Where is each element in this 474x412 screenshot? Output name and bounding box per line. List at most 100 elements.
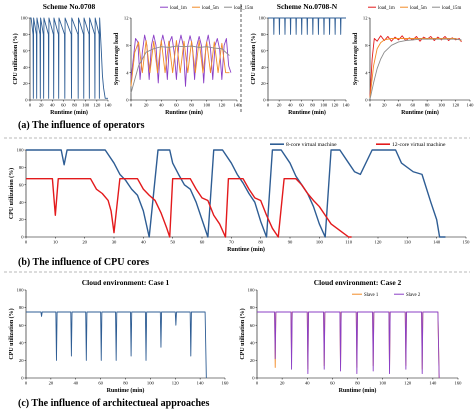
y-tick-label: 40 (250, 340, 255, 345)
y-tick-label: 12 (363, 16, 368, 21)
y-tick-label: 100 (259, 16, 267, 21)
legend-label: load_5m (202, 6, 219, 11)
y-tick-label: 100 (248, 288, 256, 293)
chart-title: Scheme No.0708 (43, 2, 96, 11)
y-tick-label: 4 (365, 70, 368, 75)
legend-label: load_5m (410, 6, 427, 11)
series-line-slave-2 (257, 311, 440, 379)
y-tick-label: 100 (17, 288, 25, 293)
x-tick-label: 0 (25, 240, 28, 245)
y-tick-label: 0 (263, 98, 266, 103)
y-tick-label: 60 (250, 323, 255, 328)
y-tick-label: 40 (23, 65, 28, 70)
chart-c2-case-2: 0 20 40 60 80 100 120 140 160020406080100Runtime… (239, 278, 462, 394)
y-axis-label: CPU utilization (%) (239, 308, 246, 359)
x-tick-label: 20 (39, 103, 44, 108)
x-tick-label: 120 (218, 103, 226, 108)
y-tick-label: 60 (261, 48, 266, 53)
x-tick-label: 160 (455, 381, 463, 386)
y-tick-label: 100 (21, 16, 29, 21)
y-tick-label: 60 (19, 182, 24, 187)
y-tick-label: 0 (365, 98, 368, 103)
x-tick-label: 20 (49, 381, 54, 386)
x-tick-label: 40 (50, 103, 55, 108)
y-tick-label: 60 (23, 48, 28, 53)
y-tick-label: 8 (126, 43, 129, 48)
x-tick-label: 120 (452, 103, 460, 108)
x-tick-label: 40 (73, 381, 78, 386)
x-tick-label: 100 (379, 381, 387, 386)
y-axis-label: System average load (114, 32, 120, 85)
x-tick-label: 140 (433, 240, 441, 245)
chart-c1-case-1: 0 20 40 60 80 100 120 140 160020406080100Runtime… (8, 278, 229, 394)
y-tick-label: 80 (19, 305, 24, 310)
x-tick-label: 80 (355, 381, 360, 386)
x-tick-label: 80 (425, 103, 430, 108)
y-tick-label: 80 (261, 32, 266, 37)
legend-label: 8-core virtual machine (286, 142, 337, 148)
panel-c: 0 20 40 60 80 100 120 140 160020406080100Runtime… (8, 278, 462, 409)
x-tick-label: 40 (305, 381, 310, 386)
x-tick-label: 60 (61, 103, 66, 108)
y-axis-label: CPU utilization (%) (12, 33, 19, 84)
x-axis-label: Runtime (min) (339, 387, 377, 394)
legend-label: Slave 2 (406, 293, 421, 298)
x-tick-label: 100 (203, 103, 211, 108)
y-tick-label: 40 (261, 65, 266, 70)
x-tick-label: 60 (299, 103, 304, 108)
y-tick-label: 20 (19, 217, 24, 222)
x-tick-label: 60 (174, 103, 179, 108)
panel-b: 0 10 20 30 40 50 60 70 80 90 100 110 120 130 140 150 0 20… (8, 142, 470, 268)
x-tick-label: 90 (288, 240, 293, 245)
y-tick-label: 4 (126, 70, 129, 75)
x-tick-label: 80 (72, 103, 77, 108)
x-tick-label: 20 (82, 240, 87, 245)
y-tick-label: 20 (261, 81, 266, 86)
x-axis-label: Runtime (min) (288, 109, 326, 116)
y-tick-label: 40 (19, 340, 24, 345)
series-line-8-core-virtual-machine (26, 149, 446, 238)
series-line-0 (30, 17, 108, 99)
x-tick-label: 20 (277, 103, 282, 108)
x-tick-label: 40 (396, 103, 401, 108)
chart-a4-system-load: 0 20 40 60 80 100 120 140 0 4 8 12 Runtime (min) Syst… (353, 6, 474, 116)
x-axis-label: Runtime (min) (401, 109, 439, 116)
legend-label: Slave 1 (364, 293, 379, 298)
chart-title: Scheme No.0708-N (277, 2, 338, 11)
y-tick-label: 60 (19, 323, 24, 328)
x-tick-label: 0 (130, 103, 133, 108)
x-tick-label: 40 (288, 103, 293, 108)
y-tick-label: 40 (19, 200, 24, 205)
x-tick-label: 20 (382, 103, 387, 108)
legend-label: load_15m (234, 6, 253, 11)
x-tick-label: 70 (229, 240, 234, 245)
x-tick-label: 110 (345, 240, 352, 245)
y-axis-label: CPU utilization (%) (250, 33, 257, 84)
x-tick-label: 140 (197, 381, 205, 386)
x-tick-label: 160 (222, 381, 230, 386)
x-tick-label: 60 (98, 381, 103, 386)
x-tick-label: 20 (144, 103, 149, 108)
legend-label: load_1m (170, 6, 187, 11)
series-line-12-core-virtual-machine (26, 178, 352, 238)
x-tick-label: 40 (141, 240, 146, 245)
x-tick-label: 80 (123, 381, 128, 386)
x-tick-label: 140 (343, 103, 351, 108)
series-line-0 (268, 17, 346, 35)
x-axis-label: Runtime (min) (107, 387, 145, 394)
series-line-load-15m (130, 45, 230, 94)
x-tick-label: 100 (438, 103, 446, 108)
y-tick-label: 80 (250, 305, 255, 310)
x-tick-label: 140 (234, 103, 242, 108)
x-tick-label: 100 (147, 381, 155, 386)
legend-label: load_1m (378, 6, 395, 11)
series-line-load-5m (369, 38, 462, 98)
y-tick-label: 0 (252, 376, 255, 381)
y-axis-label: System average load (353, 32, 359, 85)
x-tick-label: 80 (258, 240, 263, 245)
y-tick-label: 100 (17, 148, 25, 153)
